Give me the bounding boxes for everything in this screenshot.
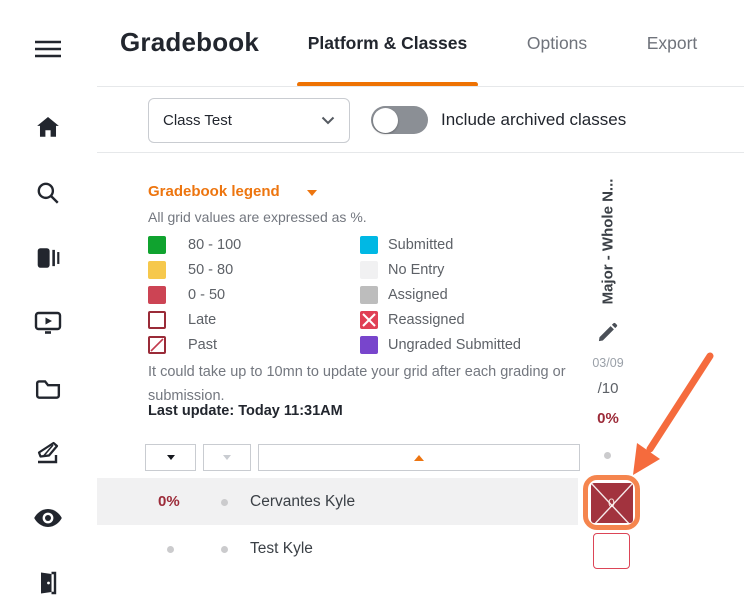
controls-divider (97, 152, 744, 153)
swatch-80-100 (148, 236, 166, 254)
page-title: Gradebook (120, 27, 260, 57)
assignment-average: 0% (597, 410, 619, 427)
class-select-value: Class Test (163, 112, 232, 129)
sort-average-dropdown[interactable] (145, 444, 196, 471)
assignment-out-of: /10 (597, 380, 619, 397)
student-row-cervantes[interactable]: 0% Cervantes Kyle (97, 478, 578, 525)
toggle-knob (373, 107, 398, 133)
caret-down-icon (223, 455, 231, 460)
chevron-down-icon (321, 112, 335, 129)
legend-label: Ungraded Submitted (388, 337, 521, 353)
swatch-past (148, 336, 166, 354)
column-dot (604, 452, 611, 459)
sidebar (0, 0, 97, 605)
edit-assignment-pencil-icon[interactable] (598, 322, 619, 347)
legend-item: Submitted (360, 236, 453, 254)
student-average: 0% (158, 493, 180, 510)
grade-cell-late-empty[interactable] (593, 533, 630, 569)
legend-label: Reassigned (388, 312, 465, 328)
legend-label: Past (188, 337, 218, 353)
legend-label: No Entry (388, 262, 445, 278)
swatch-0-50 (148, 286, 166, 304)
grade-cell-reassigned-highlighted[interactable]: 0 (583, 475, 640, 530)
library-icon[interactable] (33, 243, 63, 273)
legend-label: 0 - 50 (188, 287, 226, 303)
legend-item: 50 - 80 (148, 261, 233, 279)
swatch-reassigned (360, 311, 378, 329)
eye-icon[interactable] (33, 503, 63, 533)
legend-item: Reassigned (360, 311, 465, 329)
legend-label: 50 - 80 (188, 262, 234, 278)
legend-collapse-caret-icon[interactable] (307, 190, 317, 196)
home-icon[interactable] (33, 112, 63, 142)
legend-label: 80 - 100 (188, 237, 242, 253)
legend-item: Ungraded Submitted (360, 336, 521, 354)
assignment-date: 03/09 (592, 356, 624, 370)
legend-item: Late (148, 311, 216, 329)
legend-label: Submitted (388, 237, 454, 253)
student-row-test[interactable]: Test Kyle (97, 525, 578, 573)
active-tab-underline (297, 82, 478, 87)
tab-platform-classes[interactable]: Platform & Classes (307, 33, 468, 53)
legend-item: No Entry (360, 261, 444, 279)
sort-name-dropdown[interactable] (258, 444, 580, 471)
swatch-late (148, 311, 166, 329)
class-select-dropdown[interactable]: Class Test (148, 98, 350, 143)
legend-title[interactable]: Gradebook legend (148, 183, 280, 200)
assignment-column-header[interactable]: Major - Whole N... (563, 166, 653, 316)
sort-status-dropdown[interactable] (203, 444, 251, 471)
search-icon[interactable] (33, 178, 63, 208)
video-icon[interactable] (33, 308, 63, 338)
legend-item: Past (148, 336, 217, 354)
header-divider (97, 86, 744, 87)
archived-classes-toggle[interactable] (371, 106, 428, 134)
exit-door-icon[interactable] (33, 568, 63, 598)
legend-item: 0 - 50 (148, 286, 225, 304)
menu-icon[interactable] (33, 34, 63, 64)
swatch-assigned (360, 286, 378, 304)
caret-up-icon (414, 454, 424, 461)
legend-label: Assigned (388, 287, 448, 303)
row-dot (167, 546, 174, 553)
legend-item: Assigned (360, 286, 448, 304)
legend-item: 80 - 100 (148, 236, 241, 254)
swatch-50-80 (148, 261, 166, 279)
student-name: Test Kyle (250, 540, 313, 557)
row-dot (221, 499, 228, 506)
swatch-ungraded-submitted (360, 336, 378, 354)
grade-value: 0 (608, 495, 615, 510)
tab-options[interactable]: Options (526, 33, 588, 53)
row-dot (221, 546, 228, 553)
caret-down-icon (166, 455, 175, 460)
student-name: Cervantes Kyle (250, 493, 356, 510)
legend-label: Late (188, 312, 217, 328)
swatch-no-entry (360, 261, 378, 279)
legend-subtitle: All grid values are expressed as %. (148, 209, 367, 225)
tab-export[interactable]: Export (646, 33, 698, 53)
last-update: Last update: Today 11:31AM (148, 403, 343, 419)
archived-toggle-label: Include archived classes (441, 110, 627, 129)
legend-note: It could take up to 10mn to update your … (148, 364, 566, 404)
reassigned-cell: 0 (590, 482, 633, 523)
assignment-column-title: Major - Whole N... (599, 178, 617, 304)
swatch-submitted (360, 236, 378, 254)
folder-icon[interactable] (33, 374, 63, 404)
assignment-icon[interactable] (33, 438, 63, 468)
